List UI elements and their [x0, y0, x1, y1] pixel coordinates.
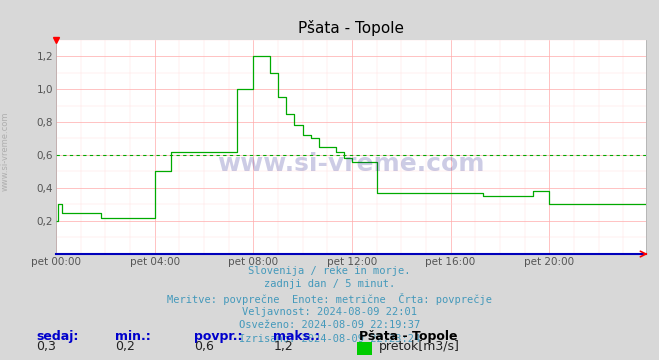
- Text: Veljavnost: 2024-08-09 22:01: Veljavnost: 2024-08-09 22:01: [242, 307, 417, 317]
- Text: Osveženo: 2024-08-09 22:19:37: Osveženo: 2024-08-09 22:19:37: [239, 320, 420, 330]
- Text: Slovenija / reke in morje.: Slovenija / reke in morje.: [248, 266, 411, 276]
- Title: Pšata - Topole: Pšata - Topole: [298, 20, 404, 36]
- Text: Pšata - Topole: Pšata - Topole: [359, 330, 457, 343]
- Text: povpr.:: povpr.:: [194, 330, 243, 343]
- Text: www.si-vreme.com: www.si-vreme.com: [1, 112, 10, 191]
- Text: Meritve: povprečne  Enote: metrične  Črta: povprečje: Meritve: povprečne Enote: metrične Črta:…: [167, 293, 492, 305]
- Text: zadnji dan / 5 minut.: zadnji dan / 5 minut.: [264, 279, 395, 289]
- Text: Izrisano: 2024-08-09 22:23:24: Izrisano: 2024-08-09 22:23:24: [239, 334, 420, 344]
- Text: 0,3: 0,3: [36, 340, 56, 353]
- Text: maks.:: maks.:: [273, 330, 320, 343]
- Text: min.:: min.:: [115, 330, 151, 343]
- Text: www.si-vreme.com: www.si-vreme.com: [217, 152, 484, 176]
- Text: pretok[m3/s]: pretok[m3/s]: [379, 340, 460, 353]
- Text: 0,6: 0,6: [194, 340, 214, 353]
- Text: sedaj:: sedaj:: [36, 330, 78, 343]
- Text: 0,2: 0,2: [115, 340, 135, 353]
- Text: 1,2: 1,2: [273, 340, 293, 353]
